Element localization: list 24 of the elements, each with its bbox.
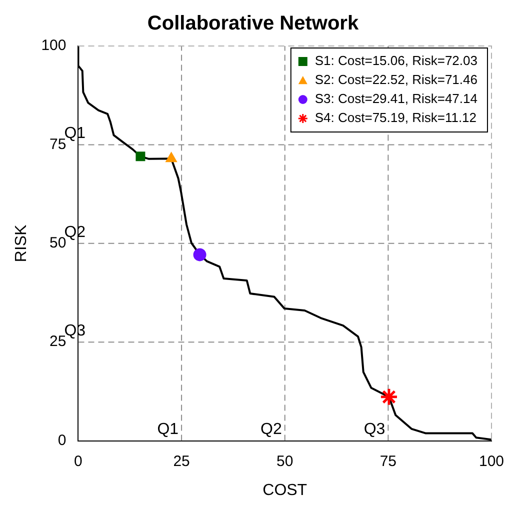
legend-label: S3: Cost=29.41, Risk=47.14 bbox=[314, 91, 478, 106]
x-tick-label: 100 bbox=[478, 452, 504, 470]
ref-line-label: Q3 bbox=[364, 421, 386, 438]
legend-label: S4: Cost=75.19, Risk=11.12 bbox=[314, 110, 477, 126]
y-tick-label: 25 bbox=[50, 333, 66, 350]
y-tick-label: 50 bbox=[50, 234, 66, 252]
ref-line-label: Q2 bbox=[260, 421, 282, 438]
point bbox=[193, 248, 206, 262]
y-tick-label: 100 bbox=[41, 37, 66, 54]
x-tick-label: 50 bbox=[276, 452, 294, 470]
legend-label: S1: Cost=15.06, Risk=72.03 bbox=[314, 53, 478, 68]
point bbox=[136, 152, 146, 162]
legend-label: S2: Cost=22.52, Risk=71.46 bbox=[314, 72, 478, 88]
x-tick-label: 75 bbox=[380, 452, 397, 470]
y-tick-label: 0 bbox=[58, 432, 66, 449]
chart-title: Collaborative Network bbox=[147, 12, 360, 35]
ref-line-label: Q1 bbox=[157, 421, 179, 438]
point bbox=[380, 388, 398, 406]
y-axis-title: RISK bbox=[13, 224, 30, 262]
y-tick-label: 75 bbox=[50, 136, 66, 153]
point bbox=[166, 152, 177, 162]
x-axis-title: COST bbox=[262, 482, 308, 499]
x-tick-label: 25 bbox=[173, 452, 190, 470]
x-tick-label: 0 bbox=[74, 452, 82, 470]
